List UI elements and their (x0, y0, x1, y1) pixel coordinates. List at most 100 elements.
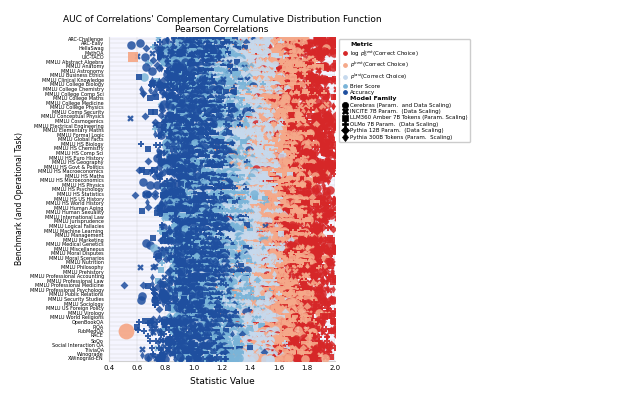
Point (166, 91, 177, 98)
Point (224, 113, 234, 119)
Point (189, 302, 199, 308)
Point (195, 68, 205, 74)
Point (159, 121, 169, 127)
Point (214, 113, 224, 119)
Point (200, 219, 210, 225)
Point (292, 98, 302, 104)
Point (253, 186, 263, 192)
Point (281, 57, 291, 64)
Point (295, 72, 305, 79)
Point (284, 149, 294, 156)
Point (309, 219, 319, 226)
Point (216, 67, 227, 74)
Point (219, 259, 229, 266)
Point (254, 147, 264, 153)
Point (237, 67, 248, 73)
Point (245, 208, 255, 215)
Point (282, 160, 292, 166)
Point (209, 63, 220, 70)
Point (244, 53, 255, 60)
Point (257, 295, 268, 302)
Point (181, 253, 191, 260)
Point (203, 337, 213, 344)
Point (277, 310, 287, 316)
Point (239, 167, 249, 173)
Point (259, 298, 269, 304)
Point (164, 285, 175, 292)
Point (204, 57, 214, 64)
Point (255, 65, 266, 71)
Point (292, 132, 303, 139)
Point (221, 244, 232, 251)
Point (311, 274, 321, 280)
Point (222, 53, 232, 59)
Point (193, 39, 204, 46)
Point (159, 245, 170, 252)
Point (246, 306, 257, 312)
Point (163, 338, 173, 344)
Point (226, 312, 236, 319)
Point (257, 332, 268, 338)
Point (310, 227, 321, 233)
Point (228, 54, 239, 60)
Point (310, 94, 320, 100)
Point (333, 327, 344, 333)
Point (211, 241, 221, 248)
Point (197, 98, 207, 104)
Point (202, 36, 212, 43)
Point (259, 319, 269, 326)
Point (215, 85, 225, 91)
Point (187, 114, 197, 121)
Point (299, 256, 309, 262)
Point (217, 310, 227, 316)
Point (214, 309, 224, 315)
Point (276, 349, 286, 355)
Point (183, 137, 193, 143)
Point (230, 69, 241, 75)
Point (299, 335, 309, 342)
Point (228, 140, 239, 146)
Point (322, 209, 332, 215)
Point (153, 81, 163, 87)
Point (208, 114, 218, 121)
Point (252, 180, 262, 187)
Point (236, 191, 246, 198)
Point (218, 199, 228, 206)
Point (278, 34, 289, 41)
Point (260, 213, 270, 220)
Point (279, 121, 289, 128)
Point (227, 302, 237, 308)
Point (328, 171, 339, 178)
Point (291, 350, 301, 357)
Point (307, 256, 317, 263)
Point (266, 355, 276, 362)
Point (195, 263, 205, 269)
Point (231, 335, 241, 342)
Point (187, 209, 197, 216)
Point (243, 157, 253, 164)
Point (210, 110, 220, 117)
Point (211, 323, 221, 329)
Point (214, 327, 225, 333)
Point (199, 136, 209, 142)
Point (260, 302, 270, 308)
Point (227, 39, 237, 45)
Point (245, 149, 255, 155)
Point (259, 122, 269, 128)
Point (290, 158, 300, 164)
Point (253, 251, 263, 258)
Point (198, 241, 208, 247)
Point (318, 201, 328, 208)
Point (275, 324, 285, 331)
Point (250, 61, 260, 68)
Point (248, 282, 259, 289)
Point (212, 245, 223, 251)
Point (313, 79, 323, 85)
Point (248, 158, 259, 164)
Point (220, 357, 230, 363)
Point (262, 259, 272, 265)
Point (152, 344, 163, 351)
Point (164, 126, 175, 133)
Point (287, 205, 298, 212)
Point (150, 86, 161, 92)
